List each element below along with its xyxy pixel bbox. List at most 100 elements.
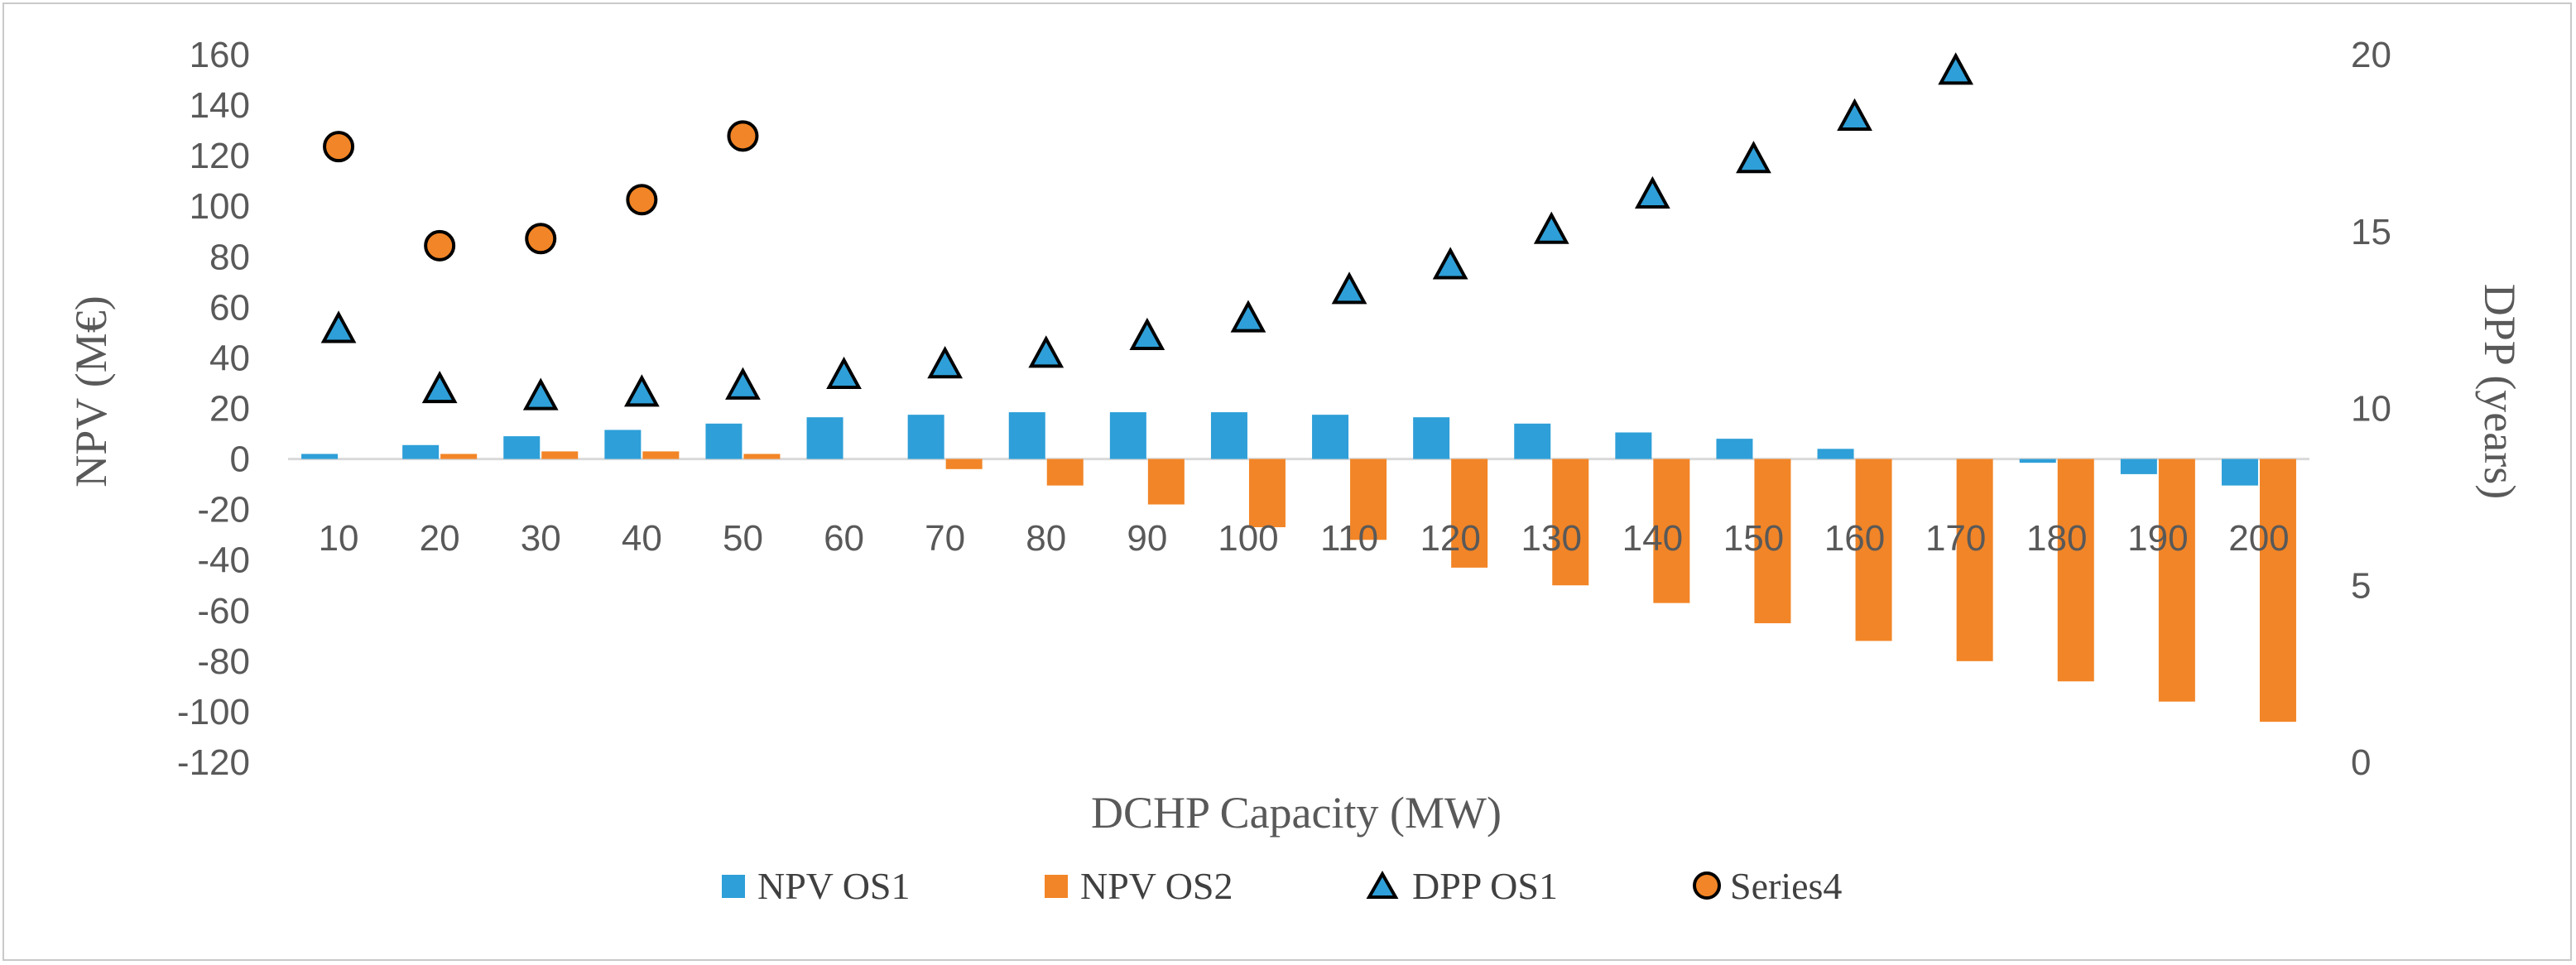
bar-npv-os2 [1046, 458, 1084, 486]
y-tick-label: 140 [190, 85, 250, 126]
y2-tick-label: 20 [2351, 35, 2391, 75]
marker-series4 [424, 229, 456, 262]
marker-dpp-os1 [1432, 247, 1468, 280]
x-tick-label: 190 [2127, 518, 2188, 559]
marker-series4 [323, 131, 355, 163]
bar-npv-os1 [2221, 458, 2258, 486]
x-tick-label: 200 [2228, 518, 2289, 559]
bar-npv-os1 [806, 417, 843, 459]
marker-dpp-os1 [1634, 175, 1670, 209]
bar-npv-os2 [642, 451, 680, 459]
y-tick-label: -80 [197, 641, 250, 682]
legend-swatch-npv-os2 [1045, 875, 1068, 898]
y-axis-title: NPV (M€) [66, 295, 116, 487]
legend-label-series4: Series4 [1730, 865, 1842, 907]
x-tick-label: 50 [723, 518, 763, 559]
bar-npv-os2 [541, 451, 579, 459]
bar-npv-os2 [2057, 458, 2094, 682]
legend-marker-dpp-os1 [1366, 870, 1399, 899]
bar-npv-os1 [402, 444, 440, 459]
y2-tick-label: 10 [2351, 389, 2391, 430]
x-axis-title: DCHP Capacity (MW) [1091, 788, 1502, 838]
y2-tick-label: 0 [2351, 742, 2371, 783]
y-tick-label: 100 [190, 186, 250, 227]
x-axis-ticks: 10 20 30 40 50 60 70 80 90 100 110 120 130 140 150 160 1… [319, 518, 2290, 559]
marker-dpp-os1 [1230, 300, 1266, 333]
x-tick-label: 110 [1320, 518, 1378, 559]
y-tick-label: 60 [209, 287, 250, 328]
bar-npv-os1 [907, 415, 944, 459]
bar-npv-os2 [1248, 458, 1286, 528]
x-tick-label: 130 [1521, 518, 1582, 559]
bar-npv-os1 [1312, 415, 1349, 459]
legend-label-dpp-os1: DPP OS1 [1412, 865, 1558, 907]
bar-npv-os1 [2120, 458, 2157, 474]
bar-npv-os1 [1817, 449, 1854, 459]
bar-npv-os2 [945, 458, 983, 469]
x-tick-label: 30 [521, 518, 561, 559]
marker-dpp-os1 [421, 370, 458, 404]
legend-label-npv-os1: NPV OS1 [757, 865, 911, 907]
bar-npv-os1 [604, 430, 642, 459]
y-tick-label: -100 [177, 692, 250, 732]
left-axis: 160 140 120 100 80 60 40 20 0 -20 -40 -60 -80 -100 -12… [177, 35, 250, 783]
bar-npv-os2 [1956, 458, 1993, 661]
marker-dpp-os1 [522, 377, 559, 410]
bar-npv-os1 [1615, 432, 1652, 459]
bar-npv-os1 [301, 454, 339, 459]
marker-dpp-os1 [623, 374, 660, 407]
marker-dpp-os1 [927, 346, 964, 379]
bar-npv-os2 [1350, 458, 1387, 540]
x-tick-label: 70 [925, 518, 965, 559]
bar-npv-os1 [1008, 412, 1045, 459]
x-tick-label: 10 [319, 518, 359, 559]
x-tick-label: 80 [1026, 518, 1066, 559]
bar-npv-os1 [705, 423, 743, 459]
y-tick-label: -40 [197, 540, 250, 581]
bar-npv-os2 [1855, 458, 1892, 641]
x-tick-label: 150 [1723, 518, 1784, 559]
bar-npv-os2 [1552, 458, 1589, 586]
y2-tick-label: 5 [2351, 565, 2371, 606]
y-tick-label: 80 [209, 237, 250, 277]
marker-layer [320, 52, 1974, 410]
y-tick-label: -20 [197, 490, 250, 531]
bar-npv-os1 [2019, 458, 2056, 463]
x-tick-label: 60 [824, 518, 864, 559]
marker-dpp-os1 [1938, 52, 1974, 85]
x-tick-label: 20 [420, 518, 460, 559]
x-tick-label: 160 [1824, 518, 1885, 559]
bar-npv-os1 [1109, 412, 1146, 459]
bar-npv-os1 [503, 436, 541, 459]
bar-npv-os2 [1451, 458, 1488, 568]
y-tick-label: 160 [190, 35, 250, 75]
bar-npv-os2 [1754, 458, 1791, 624]
marker-dpp-os1 [826, 356, 862, 390]
bar-npv-os2 [440, 454, 478, 459]
legend: NPV OS1 NPV OS2 DPP OS1 Series4 [722, 865, 1842, 907]
x-tick-label: 170 [1925, 518, 1986, 559]
legend-marker-series4 [1693, 871, 1721, 900]
y-tick-label: 0 [230, 439, 250, 480]
y-tick-label: 20 [209, 389, 250, 430]
bar-npv-os2 [1653, 458, 1690, 603]
marker-dpp-os1 [1837, 98, 1872, 131]
marker-dpp-os1 [1028, 335, 1065, 368]
y-tick-label: -120 [177, 742, 250, 783]
marker-dpp-os1 [1533, 211, 1569, 244]
marker-dpp-os1 [1736, 141, 1771, 174]
legend-label-npv-os2: NPV OS2 [1080, 865, 1233, 907]
bar-npv-os2 [1147, 458, 1185, 505]
marker-series4 [626, 184, 658, 216]
marker-dpp-os1 [1129, 317, 1165, 350]
right-axis: 20 15 10 5 0 [2351, 35, 2391, 783]
bar-npv-os2 [2259, 458, 2296, 723]
bar-npv-os1 [1716, 439, 1753, 459]
marker-dpp-os1 [1331, 271, 1367, 305]
bar-layer [301, 412, 2296, 723]
x-tick-label: 90 [1127, 518, 1167, 559]
marker-dpp-os1 [725, 367, 761, 400]
y2-tick-label: 15 [2351, 212, 2391, 252]
